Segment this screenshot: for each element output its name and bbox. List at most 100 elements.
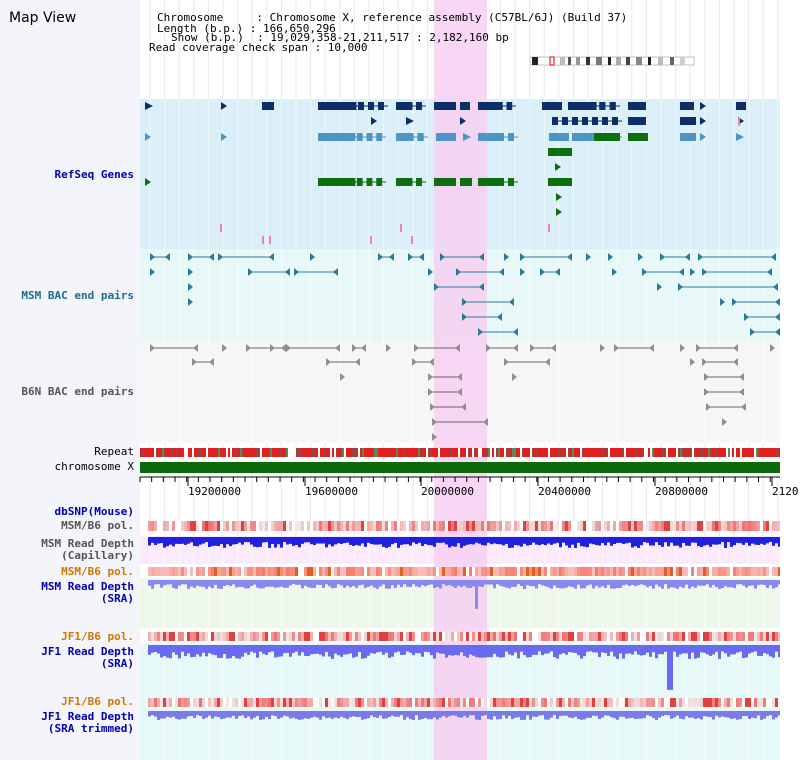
track-label-msm-bac[interactable]: MSM BAC end pairs [21,289,134,302]
track-label-msm-pol-2[interactable]: MSM/B6 pol. [61,565,134,578]
polymorphism-cell [466,698,469,707]
read-depth-bar [286,537,289,545]
polymorphism-cell [478,521,481,531]
read-depth-bar [625,537,628,544]
polymorphism-cell [559,567,562,576]
track-label-jf1-depth-sra-sub[interactable]: (SRA) [100,657,134,670]
polymorphism-cell [316,698,319,707]
polymorphism-cell [337,521,340,531]
polymorphism-cell [301,521,304,531]
read-depth-bar [760,580,763,585]
read-depth-bar [712,580,715,586]
track-label-jf1-pol-1[interactable]: JF1/B6 pol. [61,630,134,643]
gene-exon [378,102,384,110]
repeat-segment [198,448,200,457]
read-depth-bar [217,645,220,658]
read-depth-bar [499,537,502,545]
read-depth-bar [688,537,691,546]
read-depth-bar [643,645,646,655]
track-label-jf1-depth-sra[interactable]: JF1 Read Depth [41,645,134,658]
polymorphism-cell [544,567,547,576]
polymorphism-cell [736,567,739,576]
read-depth-bar [334,580,337,588]
read-depth-bar [715,711,718,716]
read-depth-bar [559,711,562,717]
repeat-segment [778,448,780,457]
polymorphism-cell [655,698,658,707]
polymorphism-cell [670,567,673,576]
repeat-segment [256,448,258,457]
read-depth-bar [529,711,532,720]
track-label-repeat[interactable]: Repeat [94,445,134,458]
repeat-segment [760,448,762,457]
polymorphism-cell [154,632,157,641]
polymorphism-cell [673,521,676,531]
read-depth-bar [151,580,154,589]
polymorphism-cell [445,567,448,576]
polymorphism-cell [358,698,361,707]
polymorphism-cell [340,567,343,576]
polymorphism-cell [364,521,367,531]
gene-arrow [460,117,466,125]
polymorphism-cell [715,632,718,641]
polymorphism-cell [169,698,172,707]
repeat-segment [682,448,684,457]
read-depth-bar [406,580,409,587]
read-depth-bar [391,580,394,586]
polymorphism-cell [385,521,388,531]
polymorphism-cell [343,521,346,531]
repeat-segment [384,448,386,457]
read-depth-bar [712,645,715,655]
polymorphism-cell [394,632,397,641]
track-label-msm-depth-capillary-sub[interactable]: (Capillary) [61,549,134,562]
chromosome-ideogram[interactable] [529,52,695,66]
polymorphism-cell [160,567,163,576]
polymorphism-cell [472,632,475,641]
track-label-msm-depth-sra[interactable]: MSM Read Depth [41,580,134,593]
track-label-b6n-bac[interactable]: B6N BAC end pairs [21,385,134,398]
track-label-refseq[interactable]: RefSeq Genes [54,168,134,181]
polymorphism-cell [610,567,613,576]
polymorphism-cell [724,698,727,707]
read-depth-bar [535,645,538,655]
bac-end [698,253,703,261]
track-label-chromosome[interactable]: chromosome X [54,460,134,473]
track-label-msm-depth-sra-sub[interactable]: (SRA) [100,592,134,605]
track-label-dbsnp[interactable]: dbSNP(Mouse) [54,505,134,518]
read-depth-bar [229,711,232,718]
polymorphism-cell [454,567,457,576]
track-label-jf1-depth-trimmed[interactable]: JF1 Read Depth [41,710,134,723]
read-depth-bar [754,645,757,652]
read-depth-bar [730,537,733,547]
read-depth-bar [526,580,529,586]
polymorphism-cell [349,567,352,576]
repeat-segment [578,448,580,457]
read-depth-bar [589,537,592,544]
read-depth-bar [163,580,166,586]
polymorphism-cell [250,698,253,707]
polymorphism-cell [565,632,568,641]
repeat-segment [494,448,496,457]
read-depth-bar [370,537,373,545]
read-depth-bar [691,711,694,718]
read-depth-bar [229,537,232,547]
polymorphism-cell [436,567,439,576]
read-depth-bar [355,537,358,545]
polymorphism-cell [364,567,367,576]
read-depth-bar [181,580,184,585]
track-label-msm-pol-1[interactable]: MSM/B6 pol. [61,519,134,532]
track-label-jf1-pol-2[interactable]: JF1/B6 pol. [61,695,134,708]
track-label-jf1-depth-trimmed-sub[interactable]: (SRA trimmed) [47,722,134,735]
repeat-segment [330,448,332,457]
read-depth-bar [622,580,625,586]
polymorphism-cell [727,521,730,531]
track-label-msm-depth-capillary[interactable]: MSM Read Depth [41,537,134,550]
read-depth-bar [742,645,745,659]
polymorphism-cell [427,632,430,641]
read-depth-bar [175,711,178,720]
bac-end [326,358,331,366]
polymorphism-cell [649,521,652,531]
polymorphism-cell [505,698,508,707]
read-depth-bar [598,537,601,546]
